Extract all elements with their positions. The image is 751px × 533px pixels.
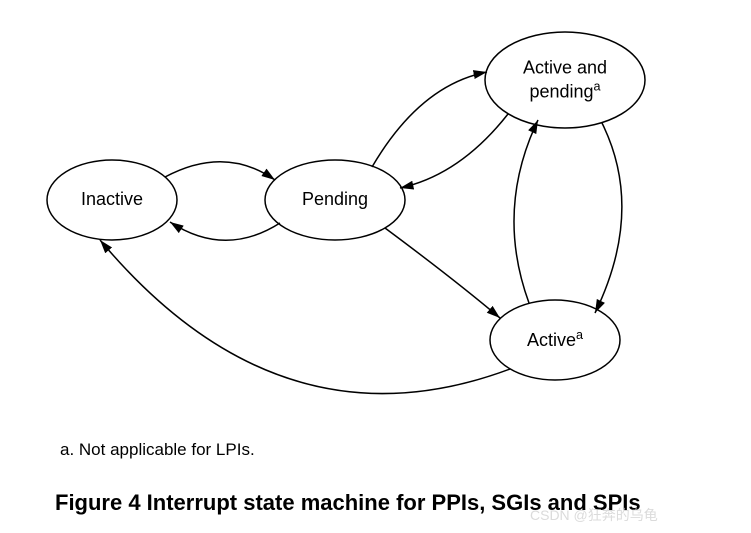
watermark-text: CSDN @狂奔的乌龟 xyxy=(530,507,658,523)
edge-inactive-to-pending xyxy=(165,162,275,180)
label-active-pending: Active and pendinga xyxy=(523,57,607,102)
label-active: Activea xyxy=(527,328,583,352)
edge-active-to-activepending xyxy=(514,120,538,303)
label-pending-text: Pending xyxy=(302,189,368,209)
label-active-text: Active xyxy=(527,330,576,350)
label-inactive-text: Inactive xyxy=(81,189,143,209)
label-active-sup: a xyxy=(576,328,583,342)
edge-activepending-to-active xyxy=(595,123,622,313)
edge-activepending-to-pending xyxy=(400,114,508,188)
label-active-pending-sup: a xyxy=(594,79,601,93)
edge-pending-to-inactive xyxy=(170,222,280,240)
edge-active-to-inactive xyxy=(100,240,510,394)
label-inactive: Inactive xyxy=(81,189,143,211)
edge-pending-to-active xyxy=(385,228,500,318)
label-active-pending-line1: Active and xyxy=(523,57,607,77)
label-pending: Pending xyxy=(302,189,368,211)
watermark: CSDN @狂奔的乌龟 xyxy=(530,505,658,525)
footnote: a. Not applicable for LPIs. xyxy=(60,440,255,460)
label-active-pending-line2: pending xyxy=(529,81,593,101)
footnote-text: a. Not applicable for LPIs. xyxy=(60,440,255,459)
